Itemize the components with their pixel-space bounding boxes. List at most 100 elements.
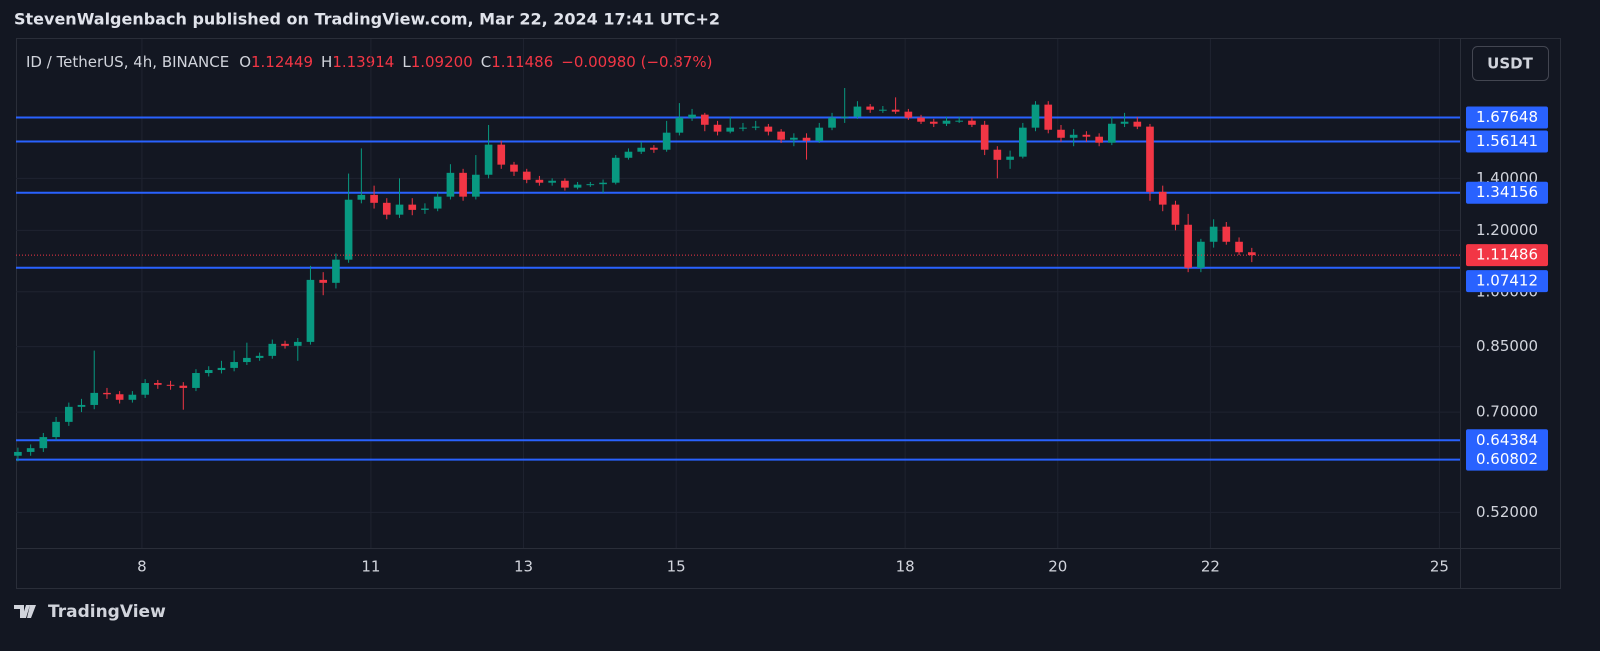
candle-body [1031,104,1040,128]
candle-body [1197,241,1205,268]
candle-body [764,126,773,132]
candle-body [281,343,289,346]
candle-body [382,202,391,215]
legend-symbol: ID / TetherUS, 4h, BINANCE [26,53,229,71]
candle-body [1171,204,1180,225]
candle-body [1095,136,1103,143]
candle-body [1044,104,1053,130]
candle-body [599,182,607,185]
candle-body [1107,123,1116,143]
candle-body [879,109,887,111]
legend-value: 1.09200 [411,53,473,71]
candle-body [77,404,86,407]
candle-body [446,172,455,197]
candle-body [192,373,200,388]
candle-body [917,117,925,122]
current-price-tag [1466,244,1548,267]
candle-body [421,208,429,210]
x-tick-label: 11 [361,558,380,576]
currency-label[interactable]: USDT [1487,55,1533,73]
y-tick-label: 0.52000 [1476,503,1538,521]
candle-body [650,147,658,150]
candle-body [344,199,353,260]
candle-body [662,132,671,150]
candle-body [713,124,722,132]
candle-body [510,164,518,172]
x-tick-label: 8 [137,558,147,576]
candle-body [1235,241,1243,253]
candle-body [968,120,976,125]
candle-body [751,126,760,128]
candle-body [408,204,417,210]
candle-body [14,451,22,456]
legend-value: 1.13914 [332,53,394,71]
candle-body [993,149,1002,160]
candle-body [472,174,480,197]
candle-body [739,127,747,129]
candle-body [1247,252,1256,256]
candle-body [497,144,506,165]
candle-body [103,392,111,395]
candle-body [179,385,188,388]
candle-body [790,137,798,140]
candle-body [141,383,149,395]
candle-body [522,171,531,180]
candle-body [637,147,646,152]
candle-body [255,355,264,358]
x-tick-label: 20 [1048,558,1067,576]
candle-body [1082,134,1091,137]
candle-body [90,392,99,405]
candle-body [777,131,785,140]
candle-body [688,114,696,118]
candle-body [52,421,60,438]
x-tick-label: 18 [896,558,915,576]
candle-body [319,279,328,283]
legend-key: H [321,53,332,71]
level-tag [1466,448,1548,471]
candle-body [1120,121,1129,124]
candle-body [675,117,684,133]
x-tick-label: 15 [667,558,686,576]
candle-body [1209,226,1218,242]
x-tick-label: 25 [1430,558,1449,576]
candle-body [561,180,569,188]
candle-body [115,394,124,400]
candle-body [128,394,137,400]
candle-body [1158,191,1167,205]
level-tag [1466,181,1548,204]
y-tick-label: 0.70000 [1476,403,1538,421]
candle-body [1146,126,1154,192]
candle-body [840,116,849,118]
candle-body [802,137,811,141]
level-tag [1466,106,1548,129]
currency-button-frame[interactable] [1472,46,1549,81]
candle-body [1057,129,1065,138]
chart-panel [16,38,1561,589]
candle-body [268,343,277,356]
currency-button[interactable]: USDT [1472,46,1549,81]
candle-body [459,172,467,197]
legend-key: L [402,53,411,71]
candle-body [866,106,875,110]
candle-body [955,120,964,122]
candle-body [700,114,709,125]
candle-body [293,341,302,346]
candle-body [1184,224,1192,268]
level-label: 0.64384 [1476,431,1538,449]
legend-value: 1.12449 [251,53,313,71]
candle-body [243,357,251,363]
candle-body [904,111,913,118]
candle-body [815,127,824,141]
candle-body [306,279,315,342]
candle-body [1006,156,1014,160]
candle-body [942,120,951,124]
candle-body [1222,226,1231,242]
candle-body [929,121,938,124]
candle-body [357,194,366,200]
level-label: 1.34156 [1476,183,1538,201]
candle-body [370,194,378,203]
candle-body [891,109,900,112]
candle-body [853,106,862,117]
candle-body [980,124,989,150]
